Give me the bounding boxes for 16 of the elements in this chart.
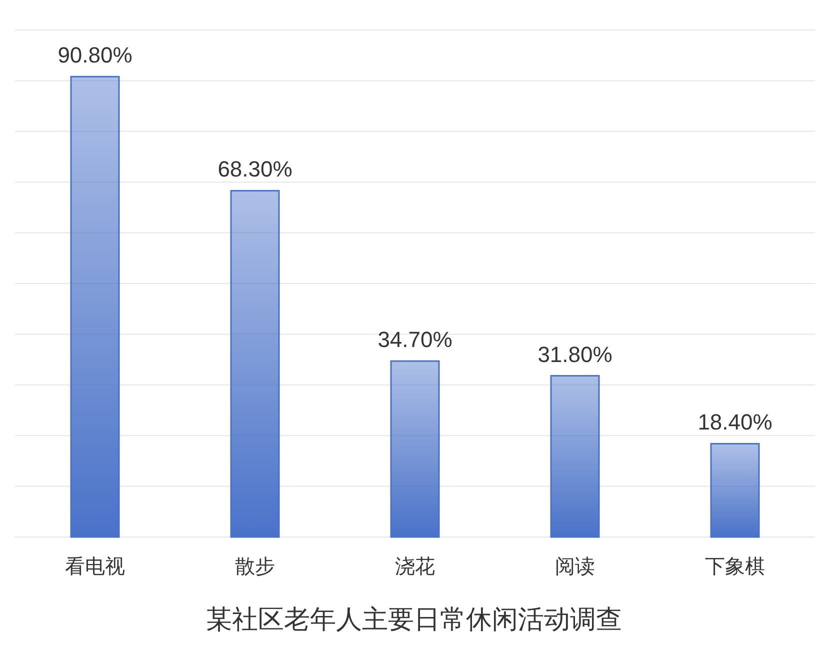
x-tick-label: 散步 bbox=[235, 556, 275, 578]
x-tick-label: 看电视 bbox=[65, 556, 125, 578]
bar bbox=[550, 375, 600, 538]
x-tick-label: 下象棋 bbox=[705, 556, 765, 578]
bar bbox=[230, 190, 280, 538]
bar bbox=[390, 360, 440, 538]
data-label: 68.30% bbox=[218, 156, 292, 182]
data-label: 31.80% bbox=[538, 342, 612, 367]
bar bbox=[70, 76, 120, 538]
data-label: 34.70% bbox=[378, 327, 452, 352]
x-tick-label: 阅读 bbox=[555, 556, 595, 578]
bar bbox=[710, 442, 760, 538]
data-label: 90.80% bbox=[58, 42, 132, 68]
x-tick-label: 浇花 bbox=[395, 556, 435, 578]
data-label: 18.40% bbox=[698, 410, 772, 435]
text: 某社区老年人主要日常休闲活动调查 bbox=[206, 604, 622, 634]
